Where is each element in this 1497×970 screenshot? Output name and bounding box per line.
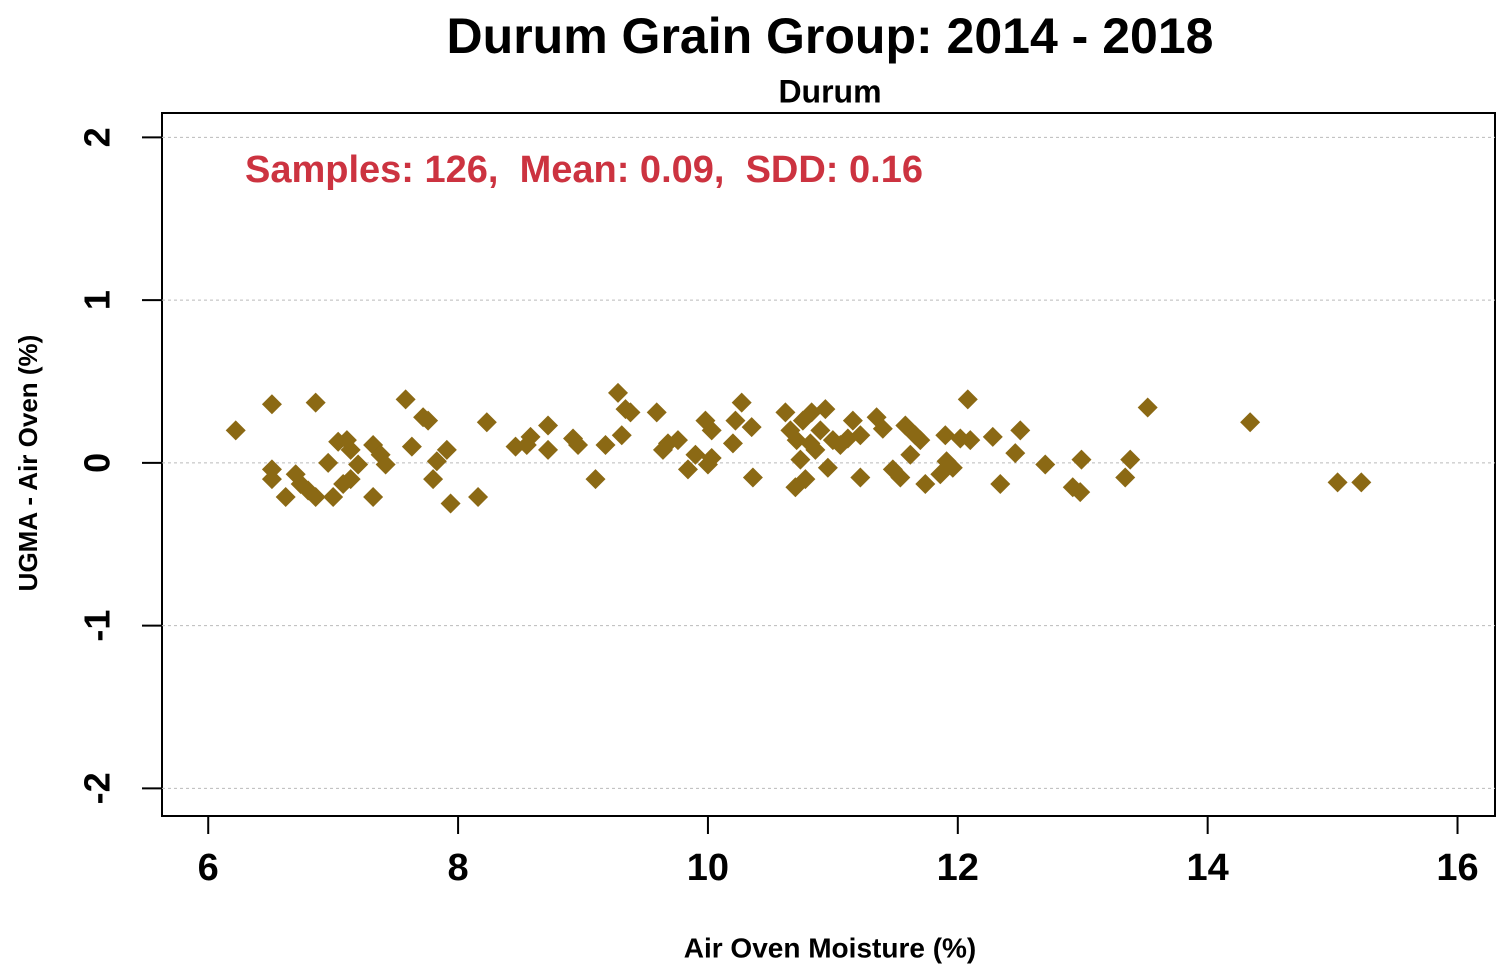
- point: [340, 439, 361, 460]
- point: [850, 425, 871, 446]
- point: [318, 452, 339, 473]
- point: [1240, 412, 1261, 433]
- y-tick-label: 1: [77, 290, 118, 310]
- point: [742, 467, 763, 488]
- point: [426, 451, 447, 472]
- point: [568, 434, 589, 455]
- point: [363, 487, 384, 508]
- point: [1137, 397, 1158, 418]
- point: [261, 394, 282, 415]
- point: [900, 444, 921, 465]
- point: [790, 449, 811, 470]
- point: [685, 444, 706, 465]
- point: [436, 439, 457, 460]
- point: [595, 434, 616, 455]
- point: [348, 454, 369, 475]
- point: [323, 487, 344, 508]
- point: [340, 469, 361, 490]
- point: [667, 430, 688, 451]
- point: [538, 415, 559, 436]
- point: [701, 447, 722, 468]
- point: [795, 469, 816, 490]
- point: [423, 469, 444, 490]
- point: [775, 402, 796, 423]
- point: [982, 426, 1003, 447]
- y-tick-label: 2: [77, 127, 118, 147]
- point: [401, 436, 422, 457]
- plot-area: [161, 112, 1496, 817]
- point: [1005, 443, 1026, 464]
- x-tick-label: 10: [687, 847, 729, 889]
- point: [842, 410, 863, 431]
- point: [741, 417, 762, 438]
- x-tick-label: 8: [448, 847, 469, 889]
- y-axis-label: UGMA - Air Oven (%): [13, 335, 43, 592]
- x-tick-label: 6: [198, 847, 219, 889]
- point: [786, 430, 807, 451]
- point: [225, 420, 246, 441]
- point: [1070, 482, 1091, 503]
- point: [1120, 449, 1141, 470]
- point: [1035, 454, 1056, 475]
- point: [810, 420, 831, 441]
- point: [701, 420, 722, 441]
- point: [935, 425, 956, 446]
- y-tick-label: 0: [77, 453, 118, 473]
- x-axis-label: Air Oven Moisture (%): [684, 932, 976, 963]
- point: [890, 467, 911, 488]
- chart-subtitle: Durum: [778, 73, 881, 109]
- point: [607, 382, 628, 403]
- point: [261, 469, 282, 490]
- point: [731, 392, 752, 413]
- point: [942, 457, 963, 478]
- point: [915, 474, 936, 495]
- point: [538, 439, 559, 460]
- point: [375, 454, 396, 475]
- point: [817, 457, 838, 478]
- point: [611, 425, 632, 446]
- point: [850, 467, 871, 488]
- point: [910, 430, 931, 451]
- point: [1351, 472, 1372, 493]
- annotation: Samples: 126, Mean: 0.09, SDD: 0.16: [245, 149, 923, 191]
- point: [990, 474, 1011, 495]
- point: [476, 412, 497, 433]
- y-tick-label: -2: [77, 772, 118, 804]
- point: [805, 439, 826, 460]
- point: [815, 399, 836, 420]
- point: [1071, 449, 1092, 470]
- point: [677, 459, 698, 480]
- point: [1327, 472, 1348, 493]
- x-tick-label: 14: [1187, 847, 1229, 889]
- point: [305, 487, 326, 508]
- point: [275, 487, 296, 508]
- point: [1115, 467, 1136, 488]
- point: [520, 426, 541, 447]
- point: [722, 433, 743, 454]
- point: [585, 469, 606, 490]
- point: [872, 418, 893, 439]
- point: [801, 402, 822, 423]
- point: [960, 430, 981, 451]
- chart-title: Durum Grain Group: 2014 - 2018: [447, 8, 1214, 64]
- point: [305, 392, 326, 413]
- point: [725, 410, 746, 431]
- point: [395, 389, 416, 410]
- y-tick-label: -1: [77, 610, 118, 642]
- point: [440, 493, 461, 514]
- x-tick-label: 12: [937, 847, 979, 889]
- point: [620, 402, 641, 423]
- point: [418, 410, 439, 431]
- point: [646, 402, 667, 423]
- point: [957, 389, 978, 410]
- point: [1010, 420, 1031, 441]
- point: [468, 487, 489, 508]
- x-tick-label: 16: [1436, 847, 1478, 889]
